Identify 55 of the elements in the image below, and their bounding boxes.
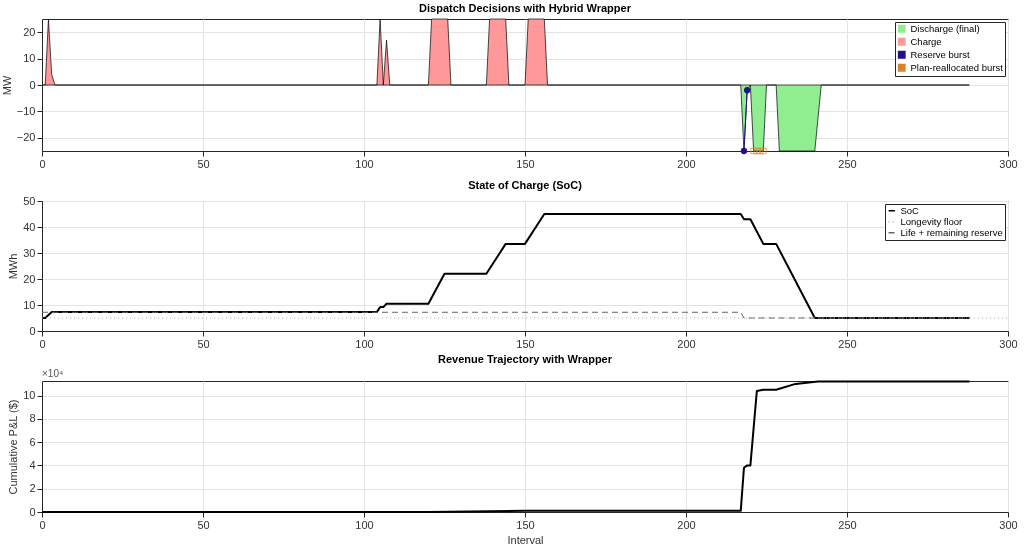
chart-title: Revenue Trajectory with Wrapper xyxy=(437,353,613,365)
y-axis-title: Cumulative P&L ($) xyxy=(7,399,20,495)
x-tick-label: 100 xyxy=(355,518,374,531)
legend-label: Reserve burst xyxy=(910,48,970,60)
x-tick-label: 150 xyxy=(516,518,535,531)
x-tick-label: 0 xyxy=(39,337,46,350)
legend-label: Charge xyxy=(910,35,942,47)
legend-label: Discharge (final) xyxy=(910,22,980,34)
y-tick-label: 4 xyxy=(29,458,36,471)
line-series xyxy=(41,380,971,513)
y-tick-label: 20 xyxy=(23,272,36,285)
y-tick-label: −20 xyxy=(16,131,36,144)
y-tick-label: 8 xyxy=(29,412,36,425)
y-tick-label: 10 xyxy=(23,298,36,311)
x-tick-label: 50 xyxy=(197,337,210,350)
text: ×10⁴ xyxy=(42,368,64,379)
legend-label: SoC xyxy=(900,204,920,216)
y-tick-label: 20 xyxy=(23,25,36,38)
legend-label: Plan-reallocated burst xyxy=(910,61,1004,73)
line-series xyxy=(41,213,971,319)
x-tick-label: 150 xyxy=(516,157,535,170)
x-tick-label: 200 xyxy=(677,518,696,531)
x-axis-title: Interval xyxy=(507,533,544,546)
y-tick-label: 40 xyxy=(23,220,36,233)
x-tick-label: 0 xyxy=(39,518,46,531)
y-tick-label: 6 xyxy=(29,435,36,448)
y-tick-label: 2 xyxy=(29,482,36,495)
x-tick-label: 250 xyxy=(838,157,857,170)
x-tick-label: 200 xyxy=(677,157,696,170)
x-tick-label: 250 xyxy=(838,518,857,531)
legend-label: Life + remaining reserve xyxy=(900,226,1003,238)
x-tick-label: 300 xyxy=(999,518,1018,531)
y-tick-label: 50 xyxy=(23,194,36,207)
y-tick-label: 0 xyxy=(29,324,36,337)
x-tick-label: 200 xyxy=(677,337,696,350)
x-tick-label: 50 xyxy=(197,518,210,531)
legend-label: Longevity floor xyxy=(900,215,963,227)
y-tick-label: −10 xyxy=(16,104,36,117)
chart-title: State of Charge (SoC) xyxy=(468,179,583,191)
y-tick-label: 0 xyxy=(29,78,36,91)
x-tick-label: 300 xyxy=(999,157,1018,170)
x-tick-label: 100 xyxy=(355,157,374,170)
y-axis-title: MW xyxy=(0,75,13,96)
y-tick-label: 30 xyxy=(23,246,36,259)
y-axis-title: MWh xyxy=(7,253,20,280)
x-tick-label: 100 xyxy=(355,337,374,350)
x-tick-label: 50 xyxy=(197,157,210,170)
chart-title: Dispatch Decisions with Hybrid Wrapper xyxy=(419,1,632,14)
x-tick-label: 250 xyxy=(838,337,857,350)
x-tick-label: 0 xyxy=(39,157,46,170)
y-tick-label: 10 xyxy=(23,52,36,65)
y-tick-label: 10 xyxy=(23,389,36,402)
y-tick-label: 0 xyxy=(29,505,36,518)
x-tick-label: 300 xyxy=(999,337,1018,350)
x-tick-label: 150 xyxy=(516,337,535,350)
